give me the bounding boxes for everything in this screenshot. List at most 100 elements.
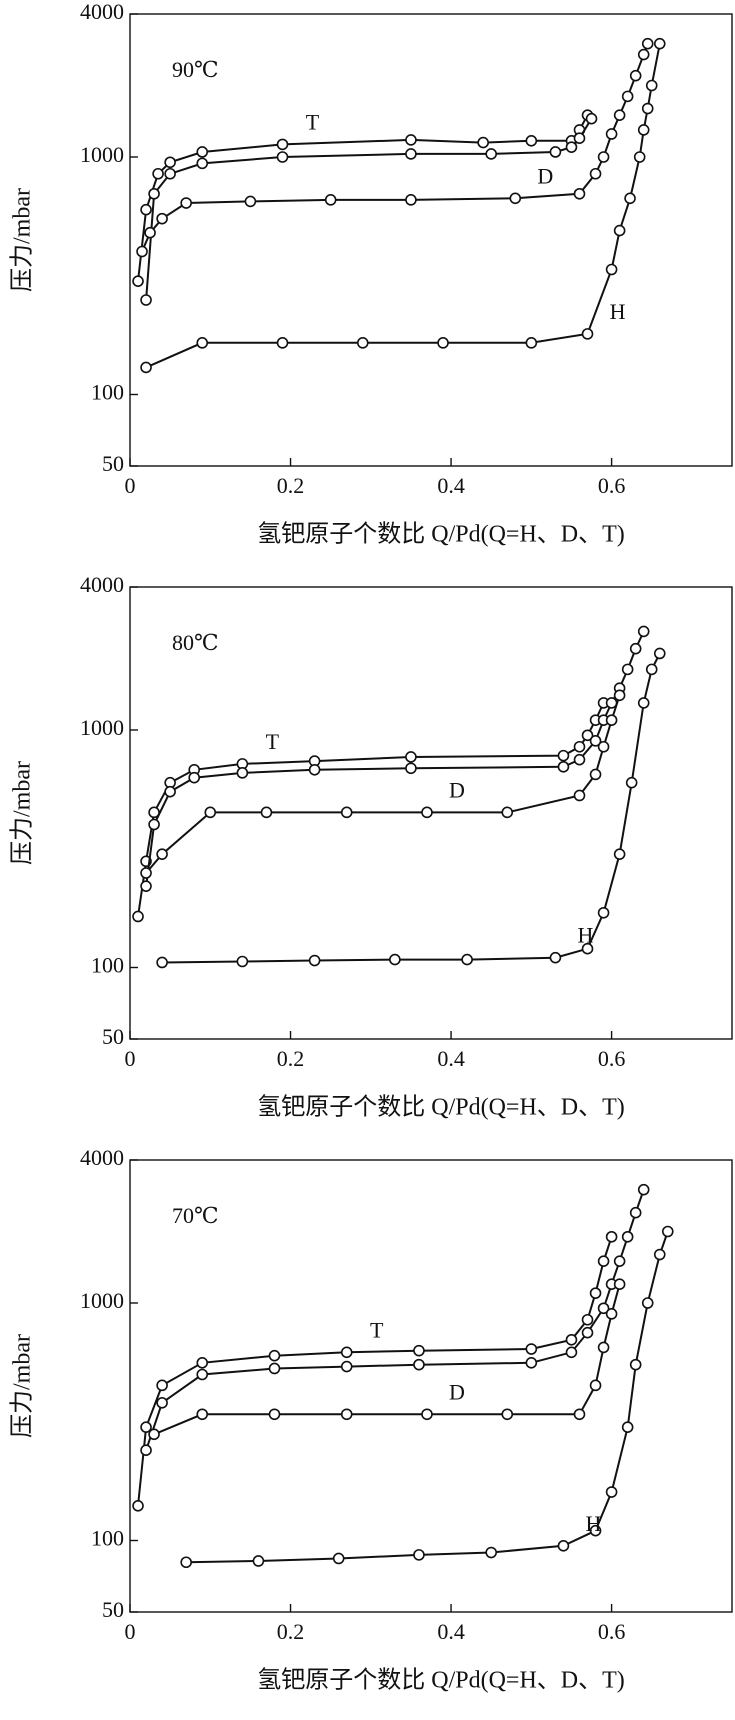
x-tick-label: 0.4 (437, 473, 465, 498)
series-line (145, 630, 645, 887)
y-tick-label: 1000 (80, 142, 124, 167)
data-point (140, 880, 152, 892)
data-point (605, 714, 618, 726)
data-point (196, 146, 209, 158)
data-point (525, 1357, 538, 1369)
series-line (153, 1283, 621, 1436)
data-point (581, 1326, 594, 1339)
data-point (421, 1408, 433, 1421)
data-point (140, 867, 152, 879)
data-point (613, 689, 626, 702)
data-point (589, 768, 602, 781)
series-label: T (370, 1317, 384, 1342)
data-point (573, 753, 586, 766)
x-tick-label: 0.2 (277, 1619, 305, 1644)
data-point (621, 1421, 634, 1433)
data-point (605, 128, 618, 140)
data-point (557, 1539, 570, 1552)
data-point (565, 141, 578, 153)
data-point (308, 954, 321, 967)
series-label: H (610, 299, 626, 324)
data-point (156, 212, 168, 225)
data-point (637, 625, 650, 638)
data-point (188, 771, 201, 784)
data-point (156, 1379, 168, 1392)
data-point (641, 37, 654, 50)
data-point (573, 740, 586, 753)
data-point (581, 942, 594, 955)
temperature-annotation: 80℃ (172, 630, 219, 655)
data-point (405, 751, 417, 763)
data-point (156, 1396, 168, 1409)
data-point (340, 806, 353, 819)
data-point (421, 806, 433, 819)
data-point (180, 1556, 192, 1569)
temperature-annotation: 70℃ (172, 1203, 219, 1228)
data-point (405, 194, 417, 206)
data-point (573, 132, 586, 144)
y-tick-label: 100 (91, 380, 124, 405)
data-point (268, 1362, 281, 1375)
data-point (641, 102, 654, 115)
plot-frame (129, 1159, 733, 1613)
data-point (589, 1524, 602, 1537)
series-label: H (585, 1511, 601, 1536)
data-point (613, 848, 626, 860)
data-point (268, 1349, 281, 1362)
series-line (162, 653, 661, 964)
y-tick-label: 1000 (80, 715, 124, 740)
data-point (629, 69, 642, 82)
data-point (405, 762, 417, 775)
data-point (148, 1428, 160, 1441)
data-point (645, 663, 658, 676)
data-point (589, 735, 602, 747)
data-point (565, 1346, 578, 1359)
data-point (629, 1206, 642, 1219)
data-point (525, 337, 538, 349)
data-point (549, 146, 562, 158)
x-tick-label: 0.6 (598, 473, 626, 498)
data-point (557, 760, 570, 773)
data-point (340, 1360, 353, 1373)
data-point (405, 148, 417, 160)
x-tick-label: 0.2 (277, 473, 305, 498)
data-point (252, 1555, 265, 1567)
data-point (613, 109, 626, 121)
y-tick-label: 4000 (80, 572, 124, 597)
data-point (573, 1408, 586, 1421)
data-point (629, 642, 642, 655)
x-tick-label: 0 (125, 473, 136, 498)
data-point (597, 1302, 610, 1315)
data-point (637, 1183, 650, 1196)
data-point (413, 1344, 425, 1357)
plot-frame (129, 13, 733, 467)
data-point (236, 955, 249, 968)
data-point (661, 1225, 674, 1238)
data-point (549, 951, 562, 964)
data-point (585, 112, 598, 125)
data-point (196, 1357, 209, 1369)
data-point (461, 953, 473, 966)
data-point (260, 806, 273, 819)
data-point (605, 1308, 618, 1320)
data-point (324, 194, 337, 206)
y-axis-label: 压力/mbar (9, 188, 36, 292)
data-point (613, 224, 626, 237)
data-point (136, 245, 148, 258)
series-label: T (266, 729, 280, 754)
data-point (276, 138, 289, 151)
data-point (525, 134, 538, 147)
data-point (581, 328, 594, 340)
data-point (340, 1346, 353, 1359)
data-point (653, 37, 666, 50)
data-point (501, 806, 514, 819)
data-point (340, 1408, 353, 1421)
data-point (132, 1499, 144, 1512)
data-point (140, 203, 152, 216)
data-point (477, 136, 489, 149)
data-point (605, 1486, 618, 1498)
series-label: D (449, 777, 465, 802)
x-tick-label: 0.4 (437, 1619, 465, 1644)
y-tick-label: 100 (91, 1526, 124, 1551)
